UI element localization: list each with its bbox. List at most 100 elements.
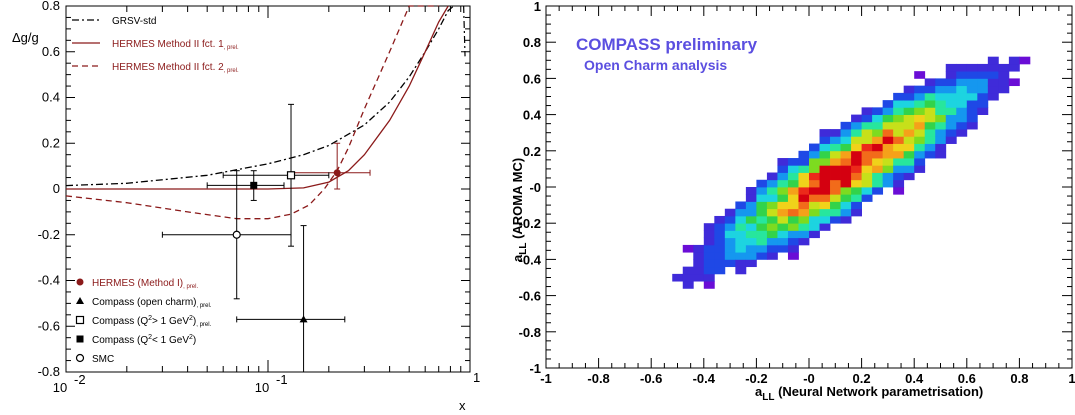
heatmap-cell [977,92,989,101]
heatmap-cell [809,201,820,210]
heatmap-cell [745,208,757,217]
x-tick-label: -0.6 [640,371,662,386]
heatmap-cell [966,85,978,94]
heatmap-cell [830,215,841,224]
legend-text: ) [193,335,196,346]
heatmap-cell [861,179,873,188]
heatmap-cell [924,85,936,94]
left-legend-top: GRSV-std HERMES Method II fct. 1, prel. HE… [72,16,239,74]
heatmap-cell [840,158,852,166]
heatmap-cell [777,179,789,188]
heatmap-cell [766,208,778,217]
heatmap-cell [935,92,947,101]
heatmap-cell [966,114,978,123]
heatmap-cell [861,187,873,195]
heatmap-cell [735,223,747,231]
legend-marker-filled-square [76,335,84,343]
heatmap-cell [809,230,820,239]
heatmap-cell [682,273,694,282]
heatmap-cell [893,172,905,181]
legend-sup: 2 [189,334,193,341]
heatmap-cell [903,107,915,115]
x-tick-label: 0.6 [958,371,976,386]
heatmap-cell [914,136,926,144]
heatmap-cell [945,78,957,87]
heatmap-cell [714,252,726,260]
heatmap-cell [966,63,978,72]
heatmap-cell [756,237,768,246]
heatmap-cell [787,165,799,173]
heatmap-cell [766,230,778,239]
heatmap-cell [777,208,789,217]
heatmap-cell [872,172,884,181]
legend-marker-open-circle [75,353,85,363]
heatmap-cell [787,215,799,224]
heatmap-cell [851,187,862,195]
heatmap-cell [987,78,999,87]
heatmap-cell [756,230,768,239]
heatmap-cell [851,208,862,217]
heatmap-cell [956,114,968,123]
heatmap-cell [882,100,894,108]
legend-sup: 2 [148,334,152,341]
heatmap-cell [798,223,810,231]
legend-sup: 2 [148,315,152,322]
heatmap-cell [830,150,841,159]
heatmap-cell [777,158,789,166]
heatmap-cell [924,129,936,137]
heatmap-cell [798,237,810,246]
heatmap-cell [766,187,778,195]
legend-sup: 2 [189,315,193,322]
heatmap-cell [935,100,947,108]
right-axes: -1 -0.8 -0.6 -0.4 -0.2 -0 0.2 0.4 0.6 0.8 1 -1 -0.8 -… [519,0,1075,386]
heatmap-cell [693,244,705,253]
y-tick-label: 0.6 [523,71,541,86]
heatmap-cell [945,114,957,123]
heatmap-cell [682,281,694,289]
legend-marker-open-square [75,315,85,325]
heatmap-cell [745,187,757,195]
heatmap-cell [735,259,747,268]
heatmap-cell [924,107,936,115]
heatmap-cell [1008,63,1020,72]
heatmap-cell [724,230,736,239]
heatmap-cell [703,281,715,289]
heatmap-cell [745,259,757,268]
heatmap-cell [809,194,820,202]
heatmap-cell [914,150,926,159]
heatmap-cell [945,85,957,94]
heatmap-cell [830,136,841,144]
heatmap-cell [766,194,778,202]
heatmap-cell [903,165,915,173]
heatmap-cell [766,237,778,246]
heatmap-cell [914,129,926,137]
heatmap-cell [914,158,926,166]
heatmap-cell [872,165,884,173]
heatmap-cell [840,129,852,137]
heatmap-cell [745,230,757,239]
heatmap-cell [882,121,894,130]
y-tick-label: -1 [529,361,541,376]
heatmap-cell [756,179,768,188]
heatmap-cell [903,150,915,159]
heatmap-cell [851,179,862,188]
curve-hermes-method-ii-fct-2 [65,5,439,220]
heatmap-cell [819,208,831,217]
heatmap-cell [914,165,926,173]
legend-text: HERMES (Method I) [92,278,183,289]
heatmap-cell [914,114,926,123]
heatmap-cell [903,121,915,130]
heatmap-cell [798,187,810,195]
annotation-open-charm: Open Charm analysis [584,57,727,73]
x-tick-label-exponent: -2 [74,372,86,387]
heatmap-cell [777,201,789,210]
heatmap-cell [724,237,736,246]
heatmap-cell [914,71,926,79]
heatmap-cell [893,129,905,137]
y-tick-label: -0.6 [38,318,60,333]
heatmap-cell [819,179,831,188]
heatmap-cell [714,215,726,224]
heatmap-cell [735,201,747,210]
heatmap-cell [861,194,873,202]
